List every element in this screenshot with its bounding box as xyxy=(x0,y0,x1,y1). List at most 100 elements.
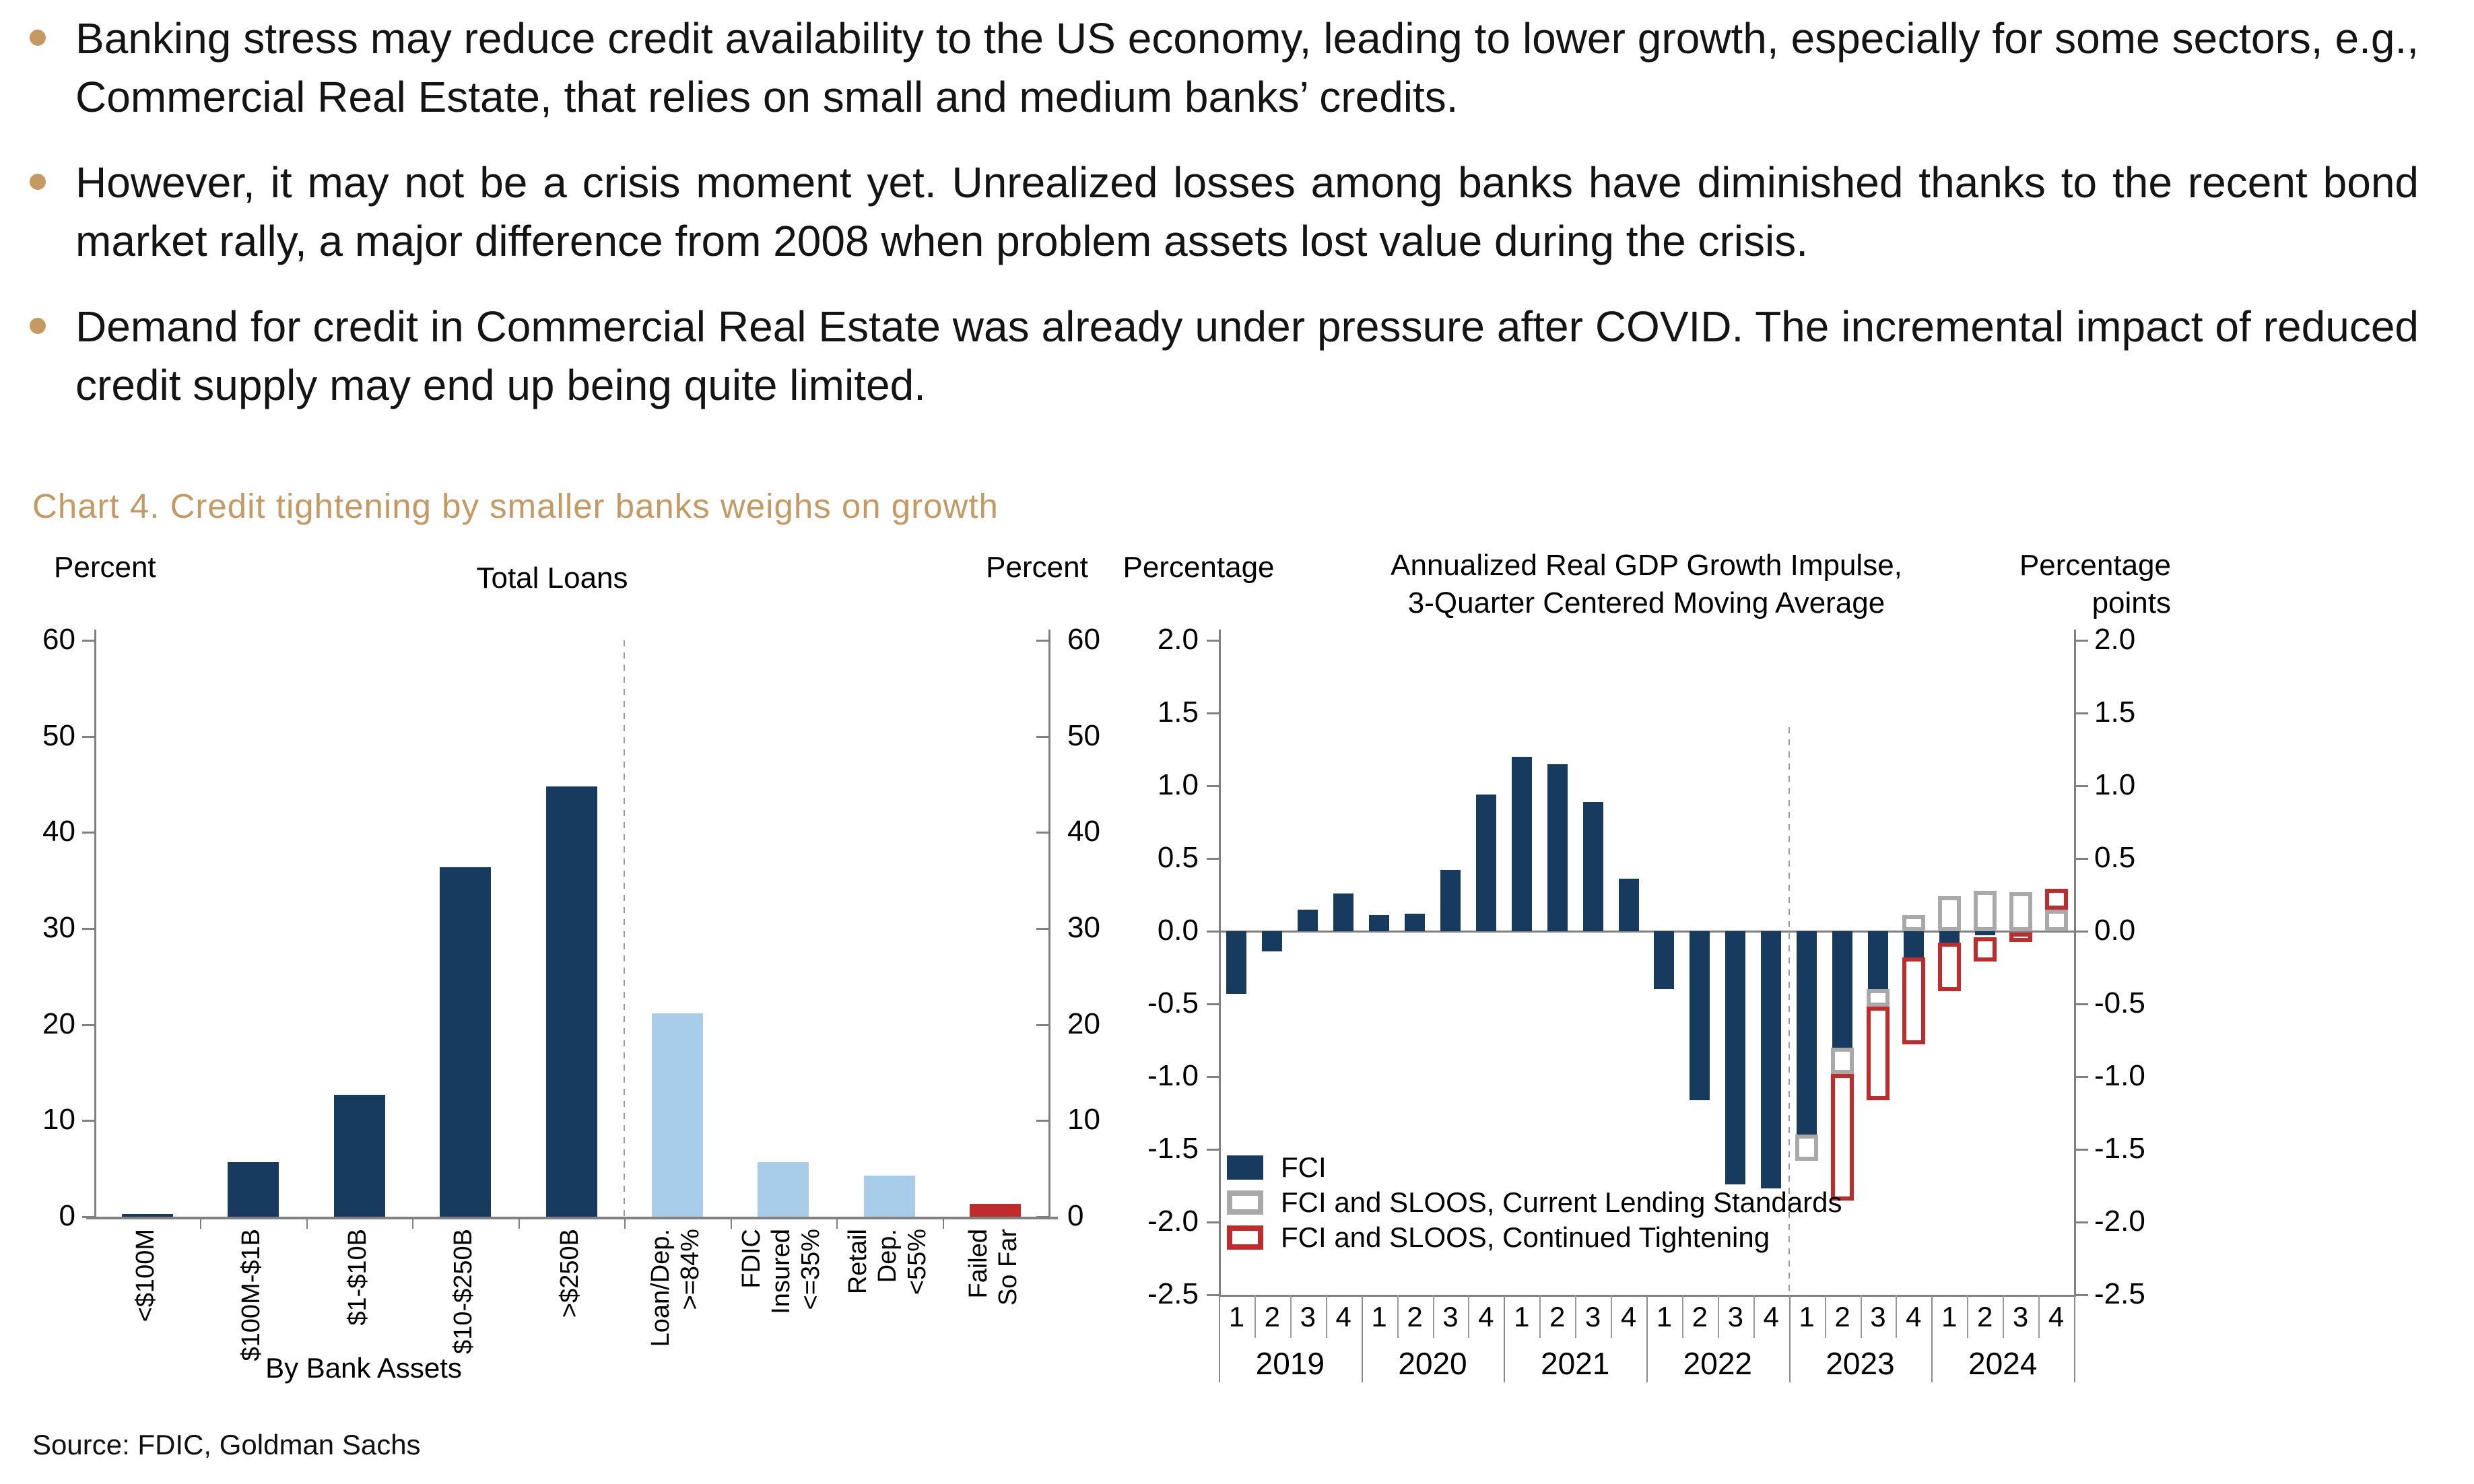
left-axis-tick xyxy=(1207,931,1219,933)
sloos-tightening-box-q20 xyxy=(1937,943,1961,991)
right-chart-right-axis xyxy=(2074,630,2076,1295)
left-chart-left-axis-title: Percent xyxy=(54,551,156,584)
year-label: 2019 xyxy=(1255,1346,1325,1381)
quarter-label: 2 xyxy=(1977,1301,1993,1333)
bar-$10-$250B xyxy=(440,867,492,1217)
fci-bar-q20 xyxy=(1939,931,1960,943)
left-chart-right-axis-title: Percent xyxy=(986,551,1088,584)
sloos-tightening-box-q18 xyxy=(1866,1007,1890,1100)
right-axis-tick-label: -1.0 xyxy=(2094,1059,2145,1092)
x-category-label: Retail Dep. <55% xyxy=(843,1229,936,1363)
sloos-current-box-q17 xyxy=(1831,1047,1854,1074)
right-axis-tick xyxy=(2076,785,2088,787)
x-category-label-text: <$100M xyxy=(131,1229,160,1322)
quarter-separator xyxy=(1896,1295,1898,1338)
fci-bar-q0 xyxy=(1226,931,1247,994)
fci-bar-q17 xyxy=(1832,931,1853,1048)
bullet-item: Demand for credit in Commercial Real Est… xyxy=(30,298,2419,415)
fci-bar-q8 xyxy=(1511,756,1532,931)
x-tick xyxy=(412,1217,414,1229)
right-chart-dashed-separator xyxy=(1788,727,1790,1295)
quarter-label: 3 xyxy=(1870,1301,1886,1333)
left-axis-tick-label: 0 xyxy=(59,1199,75,1232)
sloos-tightening-box-q19 xyxy=(1902,957,1925,1045)
bar-FDIC-Insured-<=35% xyxy=(758,1161,809,1217)
x-tick xyxy=(306,1217,308,1229)
left-chart-xlabel: By Bank Assets xyxy=(265,1352,462,1384)
left-axis-tick xyxy=(1207,1221,1219,1223)
left-chart-x-axis xyxy=(86,1217,1058,1219)
right-chart-right-axis-title: Percentage points xyxy=(2019,549,2171,619)
quarter-label: 3 xyxy=(1584,1301,1601,1333)
left-chart-title: Total Loans xyxy=(476,562,628,595)
year-separator xyxy=(1788,1295,1791,1382)
quarter-label: 1 xyxy=(1514,1301,1530,1333)
x-category-label: FDIC Insured <=35% xyxy=(737,1229,830,1363)
left-axis-tick xyxy=(82,735,94,738)
year-separator xyxy=(1361,1295,1363,1382)
sloos-current-box-q23 xyxy=(2044,909,2068,931)
quarter-label: 4 xyxy=(1763,1301,1779,1333)
fci-bar-q4 xyxy=(1369,915,1390,931)
quarter-separator xyxy=(1717,1295,1719,1338)
sloos-tightening-box-q23 xyxy=(2044,889,2068,910)
fci-bar-q1 xyxy=(1262,931,1283,952)
year-label: 2021 xyxy=(1540,1346,1610,1381)
left-axis-tick xyxy=(82,1120,94,1122)
quarter-separator xyxy=(2038,1295,2040,1338)
legend-label: FCI xyxy=(1281,1151,1327,1183)
sloos-tightening-box-q21 xyxy=(1973,937,1997,962)
right-axis-tick xyxy=(2076,1221,2088,1223)
right-axis-tick xyxy=(2076,1294,2088,1296)
x-category-label-text: >$250B xyxy=(555,1229,584,1318)
x-category-label-text: $1-$10B xyxy=(343,1229,372,1326)
quarter-label: 1 xyxy=(1656,1301,1673,1333)
quarter-label: 2 xyxy=(1549,1301,1566,1333)
quarter-label: 2 xyxy=(1692,1301,1708,1333)
left-axis-tick-label: 10 xyxy=(42,1103,75,1137)
left-axis-tick xyxy=(82,832,94,834)
left-axis-tick xyxy=(1207,640,1219,642)
quarter-label: 4 xyxy=(1620,1301,1637,1333)
zero-line xyxy=(1219,931,2074,933)
right-axis-tick-label: 60 xyxy=(1067,623,1100,656)
left-axis-tick-label: -2.5 xyxy=(1147,1277,1199,1310)
right-axis-tick-label: 30 xyxy=(1067,911,1100,944)
x-category-label-text: Loan/Dep. >=84% xyxy=(646,1229,704,1347)
right-axis-tick-label: -1.5 xyxy=(2094,1132,2145,1165)
left-axis-tick-label: 1.0 xyxy=(1157,768,1199,801)
left-chart-dashed-separator xyxy=(624,640,626,1217)
quarter-separator xyxy=(2003,1295,2005,1338)
fci-bar-q6 xyxy=(1440,870,1461,931)
bar-<$100M xyxy=(121,1213,173,1217)
quarter-label: 3 xyxy=(2012,1301,2029,1333)
left-axis-tick xyxy=(1207,1149,1219,1151)
x-category-label-text: $100M-$1B xyxy=(237,1229,266,1361)
quarter-separator xyxy=(1575,1295,1577,1338)
fci-bar-q16 xyxy=(1797,931,1817,1135)
right-axis-tick-label: -0.5 xyxy=(2094,986,2145,1019)
right-axis-tick-label: 10 xyxy=(1067,1103,1100,1137)
right-axis-tick-label: 0.5 xyxy=(2094,841,2136,874)
quarter-separator xyxy=(1397,1295,1399,1338)
left-axis-tick xyxy=(1207,858,1219,860)
quarter-separator xyxy=(1468,1295,1470,1338)
sloos-tightening-box-q22 xyxy=(2009,933,2032,943)
x-category-label-text: Retail Dep. <55% xyxy=(843,1229,931,1295)
x-category-label: Failed So Far xyxy=(964,1229,1027,1363)
left-axis-tick xyxy=(82,1216,94,1218)
quarter-label: 4 xyxy=(1335,1301,1351,1333)
sloos-current-box-q20 xyxy=(1937,896,1961,931)
left-axis-tick-label: 1.5 xyxy=(1157,696,1199,729)
left-chart-y-axis xyxy=(94,630,96,1217)
quarter-label: 1 xyxy=(1941,1301,1958,1333)
right-axis-tick-label: 50 xyxy=(1067,718,1100,752)
bullet-text: However, it may not be a crisis moment y… xyxy=(75,158,2419,265)
right-axis-tick xyxy=(1036,1023,1048,1026)
source-note: Source: FDIC, Goldman Sachs xyxy=(32,1429,421,1460)
bullet-list: Banking stress may reduce credit availab… xyxy=(30,9,2419,442)
fci-bar-q2 xyxy=(1298,909,1318,931)
bar-Failed-So-Far xyxy=(970,1204,1022,1217)
sloos-current-box-q19 xyxy=(1902,915,1925,931)
